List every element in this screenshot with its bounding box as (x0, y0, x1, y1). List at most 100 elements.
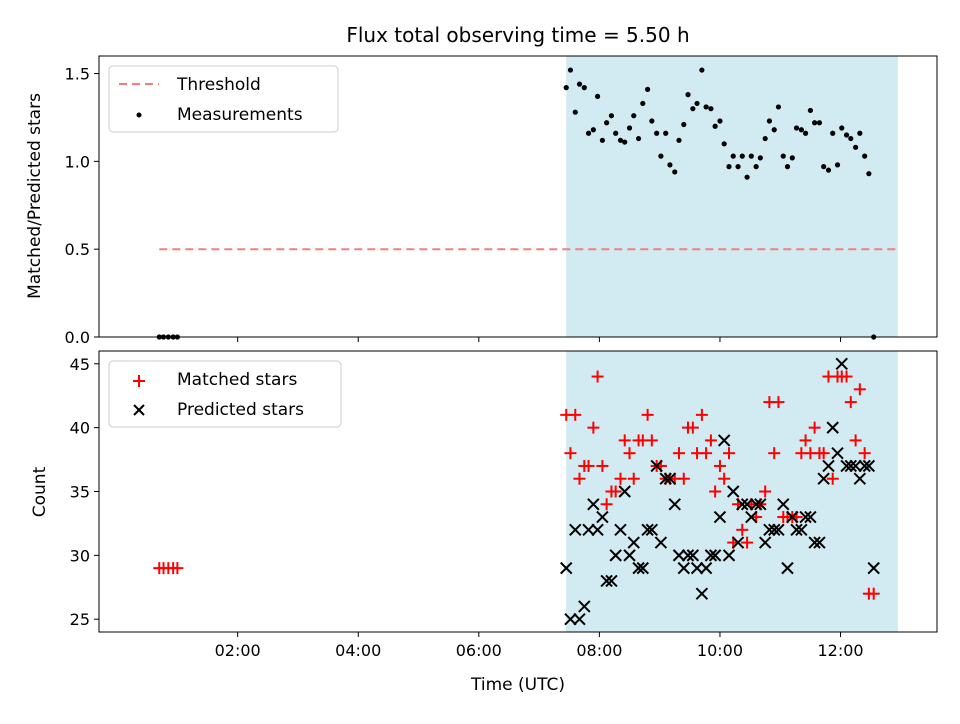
matched-star-point (591, 370, 604, 383)
predicted-star-point (840, 459, 853, 473)
predicted-star-point (699, 561, 713, 575)
predicted-star-point (582, 523, 595, 537)
count-y-tick-label: 35 (70, 483, 90, 502)
matched-star-point (627, 472, 640, 485)
predicted-star-point (623, 549, 636, 562)
predicted-star-point (772, 523, 785, 537)
count-x-tick-label: 08:00 (576, 641, 622, 660)
matched-star-point (686, 421, 699, 434)
matched-star-point (817, 447, 830, 460)
count-legend-matched-label: Matched stars (177, 370, 297, 390)
matched-star-point (695, 408, 708, 421)
predicted-star-point (600, 574, 613, 588)
measurement-point (617, 137, 624, 143)
measurement-point (572, 109, 578, 115)
predicted-star-point (704, 549, 718, 562)
predicted-star-point (826, 421, 839, 434)
predicted-star-point (681, 549, 695, 562)
predicted-star-point (786, 510, 799, 524)
matched-star-point (587, 421, 600, 434)
predicted-star-point (663, 472, 677, 485)
measurement-point (825, 167, 832, 173)
predicted-star-point (754, 498, 767, 511)
measurement-point (658, 153, 664, 159)
predicted-star-point (605, 574, 618, 588)
measurement-point (685, 92, 691, 98)
predicted-star-point (686, 549, 700, 562)
count-x-axis-label: Time (UTC) (470, 675, 565, 695)
measurement-point (812, 120, 818, 126)
measurement-point (622, 139, 628, 145)
predicted-star-point (795, 523, 808, 537)
matched-star-point (759, 485, 772, 498)
matched-star-point (623, 447, 636, 460)
measurement-point (663, 130, 669, 136)
measurement-point (717, 118, 723, 124)
measurement-point (703, 104, 709, 110)
matched-star-point (709, 485, 722, 498)
matched-star-point (772, 396, 785, 409)
matched-star-point (718, 472, 731, 485)
measurement-point (735, 164, 741, 170)
count-legend-predicted-label: Predicted stars (177, 400, 304, 420)
matched-star-point (799, 434, 812, 447)
measurement-point (762, 135, 768, 142)
measurement-point (604, 120, 610, 126)
ratio-y-axis-label: Matched/Predicted stars (25, 93, 45, 299)
measurement-point (676, 137, 682, 143)
measurement-point (775, 104, 782, 110)
measurement-point (766, 118, 773, 124)
count-y-tick-label: 40 (70, 419, 90, 438)
count-panel: 25 30 35 40 45 02:00 04:00 06:00 08:00 10:00 12:0… (30, 350, 938, 695)
measurement-point (681, 121, 687, 128)
matched-star-point (672, 447, 685, 460)
measurement-point (744, 174, 750, 180)
predicted-star-point (745, 510, 758, 524)
measurement-point (857, 130, 863, 136)
ratio-y-tick-label: 0.0 (65, 328, 90, 347)
predicted-star-point (573, 613, 586, 626)
chart-title: Flux total observing time = 5.50 h (346, 23, 689, 47)
measurement-point (748, 153, 754, 159)
ratio-panel: 0.0 0.5 1.0 1.5 Matched/Predicted stars Thr… (25, 55, 938, 347)
matched-star-point (867, 587, 880, 600)
predicted-star-point (717, 434, 731, 447)
measurement-point (590, 127, 596, 133)
predicted-star-point (835, 357, 848, 370)
predicted-star-point (641, 523, 654, 537)
matched-star-point (768, 447, 781, 460)
count-legend-box (108, 360, 342, 428)
measurement-point (635, 135, 642, 142)
measurement-point (645, 86, 651, 92)
measurement-point (613, 130, 619, 136)
ratio-y-tick-label: 1.5 (65, 65, 90, 84)
matched-star-point (171, 562, 184, 575)
ratio-legend-threshold-label: Threshold (176, 75, 261, 95)
measurement-point (843, 132, 850, 138)
predicted-star-point (708, 549, 722, 562)
matched-star-point (808, 421, 821, 434)
ratio-observing-window (566, 56, 898, 337)
matched-star-point (700, 447, 713, 460)
measurement-point (690, 106, 696, 112)
measurement-point (798, 127, 804, 133)
predicted-star-point (645, 523, 659, 537)
predicted-star-point (668, 498, 681, 511)
count-x-tick-label: 10:00 (697, 641, 743, 660)
measurement-point (726, 164, 732, 170)
matched-star-point (713, 459, 726, 472)
matched-star-point (826, 472, 839, 485)
ratio-y-tick-label: 0.5 (65, 240, 90, 259)
predicted-star-point (831, 446, 844, 460)
matched-star-point (618, 434, 631, 447)
measurement-point (631, 113, 637, 119)
predicted-star-point (781, 561, 794, 575)
predicted-star-point (822, 459, 835, 473)
predicted-star-point (867, 561, 880, 575)
matched-star-point (853, 383, 866, 396)
matched-star-point (723, 447, 736, 460)
measurement-point (784, 164, 791, 170)
measurement-point (807, 107, 813, 114)
count-y-tick-label: 25 (70, 610, 90, 629)
